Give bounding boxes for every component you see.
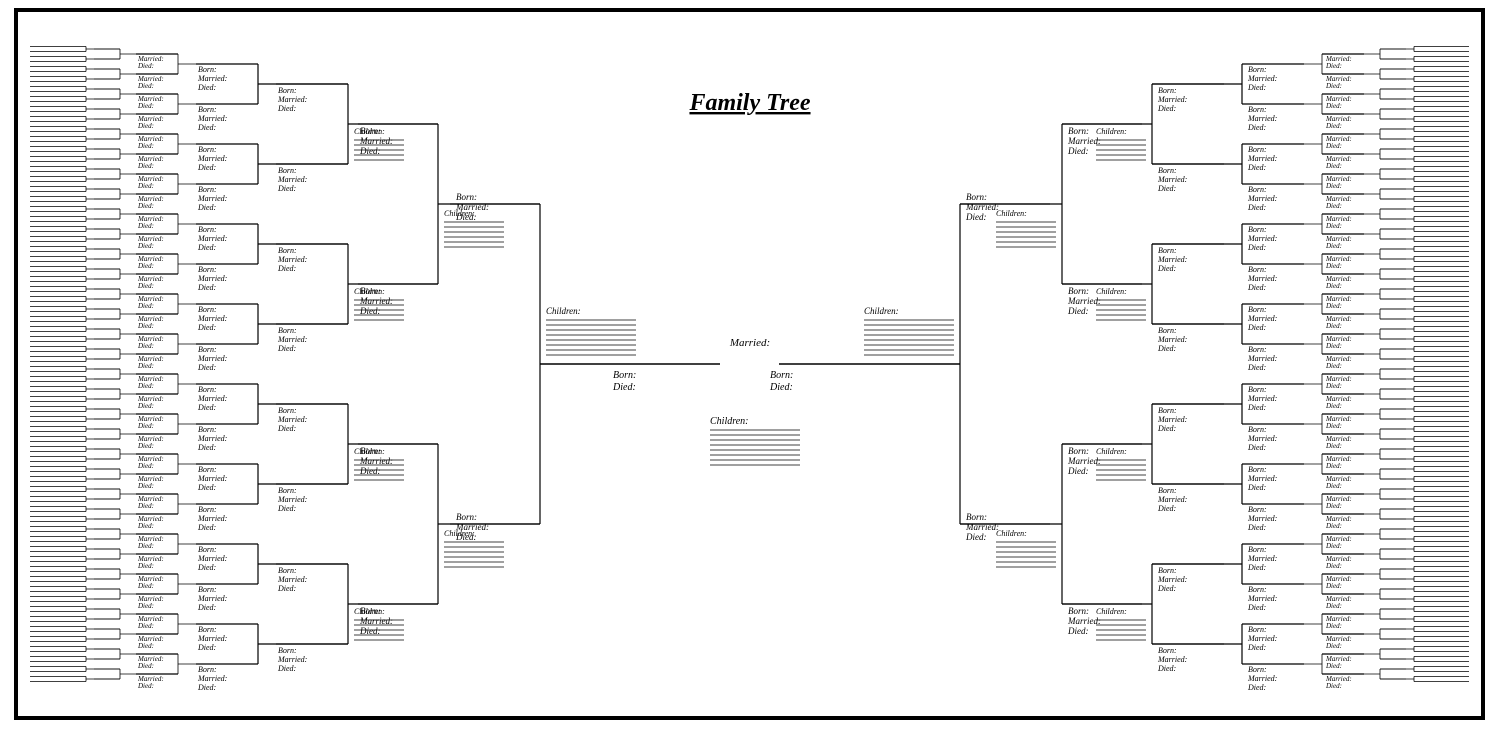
outer-frame: [14, 8, 1485, 720]
family-tree-page: Family TreeBorn:Died:Born:Died:Married:C…: [0, 0, 1499, 728]
